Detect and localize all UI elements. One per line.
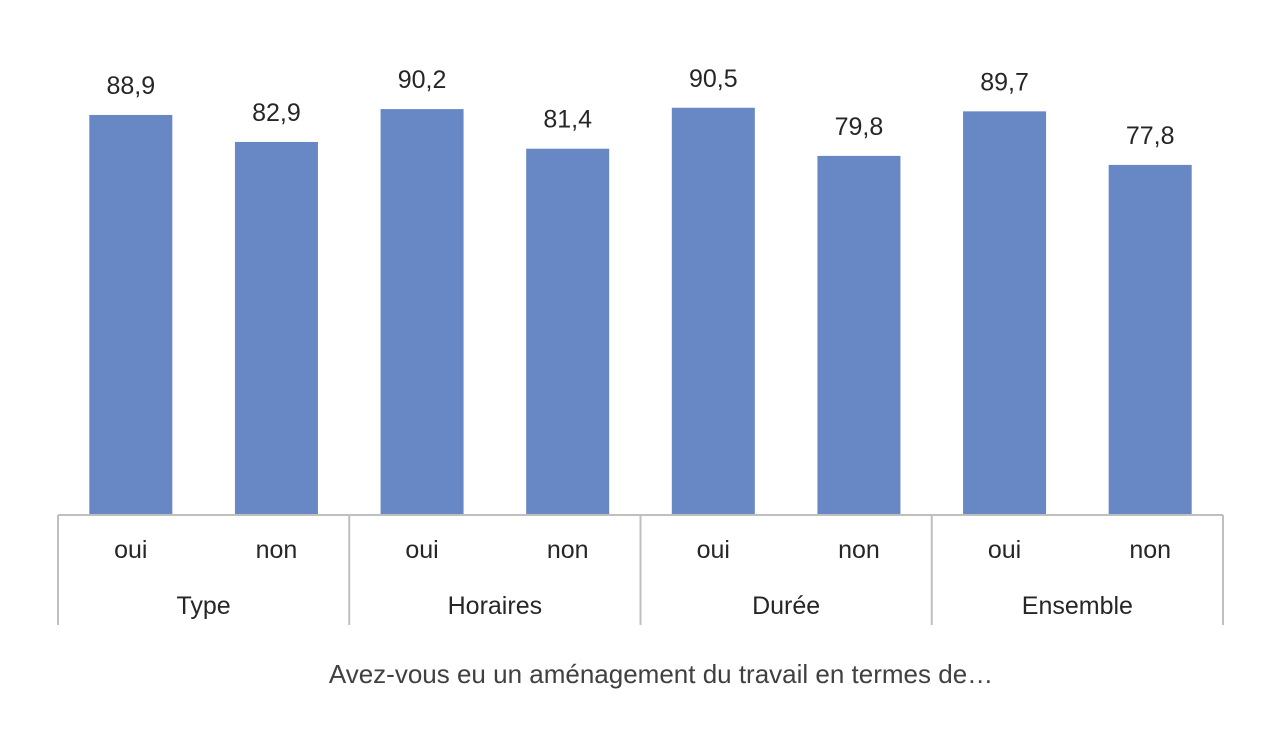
subcategory-tick-label: non (838, 536, 880, 564)
group-tick-label: Ensemble (1022, 592, 1133, 620)
bar-horaires-non (526, 148, 610, 515)
subcategory-tick-label: oui (697, 536, 730, 564)
bar-value-label: 77,8 (1126, 122, 1175, 150)
bar-ensemble-oui (963, 111, 1047, 515)
category-axis: oui non oui non oui non oui non Type Horaires Duré… (57, 514, 1224, 625)
bar-horaires-oui (380, 109, 464, 515)
bar-value-label: 88,9 (106, 72, 155, 100)
x-axis-title: Avez-vous eu un aménagement du travail e… (329, 659, 993, 689)
bar-type-non (234, 141, 318, 515)
bar-value-label: 90,2 (398, 66, 447, 94)
subcategory-tick-label: non (1129, 536, 1171, 564)
bar-value-label: 81,4 (543, 106, 592, 134)
bars-layer (89, 107, 1192, 515)
bar-value-label: 90,5 (689, 65, 738, 93)
subcategory-tick-label: oui (988, 536, 1021, 564)
bar-type-oui (89, 114, 173, 515)
value-labels-layer: 88,9 82,9 90,2 81,4 90,5 79,8 89,7 77,8 (106, 65, 1174, 150)
bar-durée-non (817, 155, 901, 515)
subcategory-tick-label: non (256, 536, 298, 564)
bar-value-label: 82,9 (252, 99, 301, 127)
group-tick-label: Type (177, 592, 231, 620)
subcategory-tick-label: oui (405, 536, 438, 564)
subcategory-tick-label: oui (114, 536, 147, 564)
bar-durée-oui (671, 107, 755, 515)
subcategory-tick-label: non (547, 536, 589, 564)
bar-value-label: 89,7 (980, 68, 1029, 96)
bar-value-label: 79,8 (835, 113, 884, 141)
bar-ensemble-non (1108, 164, 1192, 515)
group-tick-label: Durée (752, 592, 820, 620)
group-tick-label: Horaires (448, 592, 542, 620)
